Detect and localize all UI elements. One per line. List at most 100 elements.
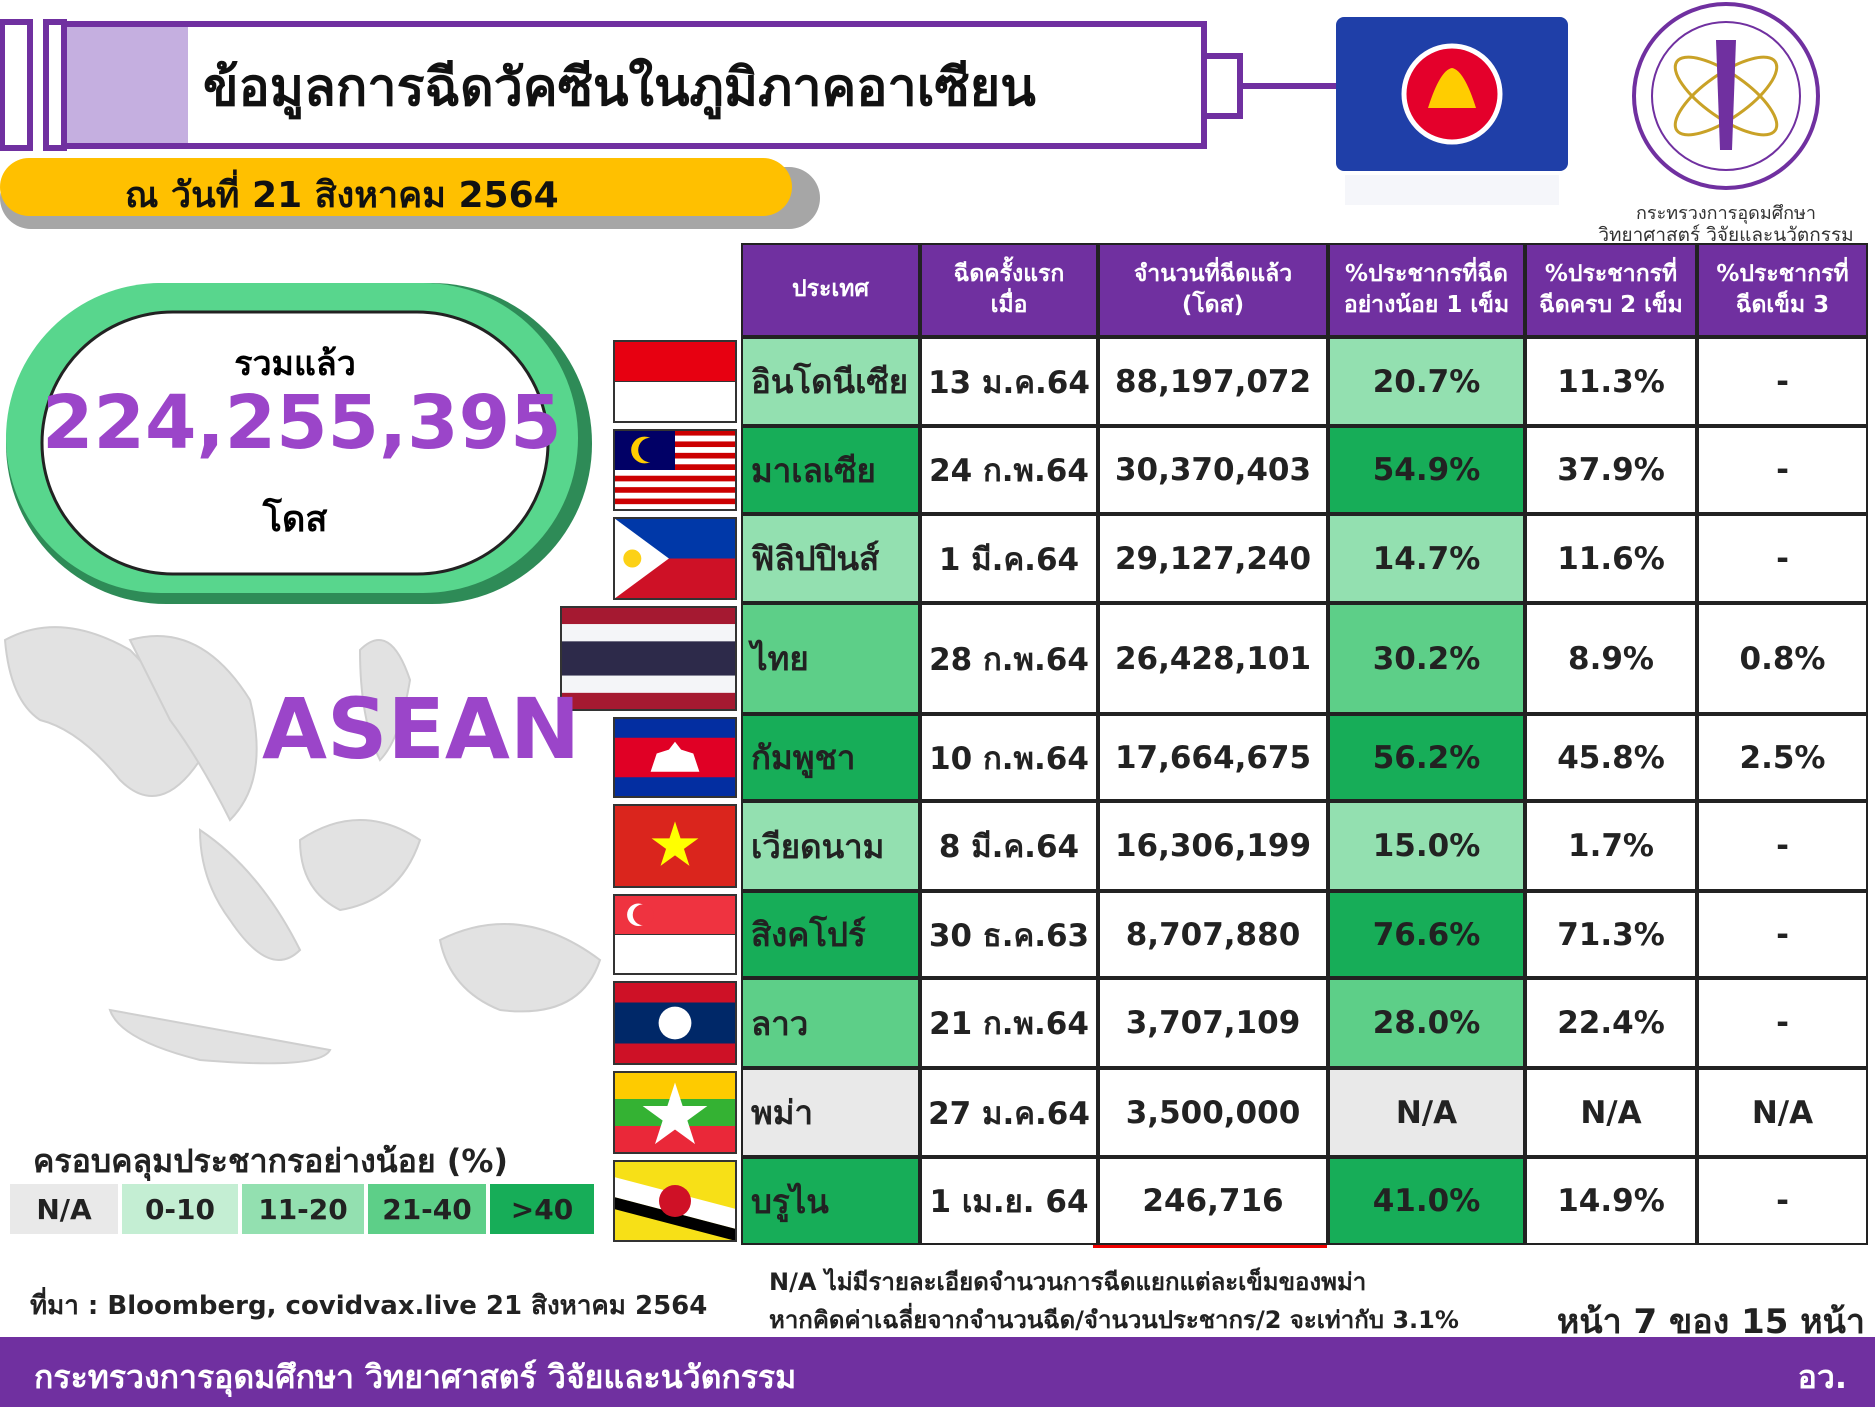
- data-cell: N/A: [1328, 1068, 1525, 1157]
- data-cell: -: [1697, 801, 1868, 891]
- legend-item: 0-10: [122, 1184, 238, 1234]
- logo-text: กระทรวงการอุดมศึกษา: [1636, 203, 1816, 224]
- data-cell: 24 ก.พ.64: [920, 426, 1098, 514]
- header-text: อย่างน้อย 1 เข็ม: [1343, 292, 1510, 318]
- legend-item: 21-40: [368, 1184, 486, 1234]
- data-cell: 17,664,675: [1098, 714, 1328, 801]
- data-cell: 8 มี.ค.64: [920, 801, 1098, 891]
- country-cell: พม่า: [741, 1068, 920, 1157]
- flag: [613, 804, 737, 888]
- data-cell: 8,707,880: [1098, 891, 1328, 978]
- logo-text: วิทยาศาสตร์ วิจัยและนวัตกรรม: [1598, 224, 1854, 246]
- data-cell: 37.9%: [1525, 426, 1697, 514]
- flag: [613, 1160, 737, 1242]
- data-cell: 15.0%: [1328, 801, 1525, 891]
- legend-item: 11-20: [242, 1184, 364, 1234]
- total-unit: โดส: [262, 499, 328, 540]
- data-cell: 28 ก.พ.64: [920, 603, 1098, 714]
- data-cell: 1 เม.ย. 64: [920, 1157, 1098, 1245]
- source: ที่มา : Bloomberg, covidvax.live 21 สิงห…: [30, 1291, 708, 1321]
- header-cell: %ประชากรที่ฉีดอย่างน้อย 1 เข็ม: [1328, 243, 1525, 337]
- country-cell: อินโดนีเซีย: [741, 337, 920, 426]
- data-cell: N/A: [1697, 1068, 1868, 1157]
- data-cell: 71.3%: [1525, 891, 1697, 978]
- data-cell: 11.6%: [1525, 514, 1697, 603]
- data-cell: 54.9%: [1328, 426, 1525, 514]
- flag: [613, 429, 737, 511]
- country-cell: บรูไน: [741, 1157, 920, 1245]
- flag: [613, 340, 737, 423]
- data-cell: N/A: [1525, 1068, 1697, 1157]
- date: ณ วันที่ 21 สิงหาคม 2564: [125, 175, 559, 216]
- total-value: 224,255,395: [42, 380, 562, 466]
- note: หากคิดค่าเฉลี่ยจากจำนวนฉีด/จำนวนประชากร/…: [769, 1306, 1459, 1334]
- footer-text: อว.: [1797, 1358, 1847, 1396]
- note: N/A ไม่มีรายละเอียดจำนวนการฉีดแยกแต่ละเข…: [769, 1268, 1367, 1296]
- header-text: ฉีดเข็ม 3: [1735, 292, 1830, 318]
- header-text: เมื่อ: [990, 292, 1028, 318]
- data-cell: 22.4%: [1525, 978, 1697, 1068]
- data-cell: 29,127,240: [1098, 514, 1328, 603]
- data-cell: 0.8%: [1697, 603, 1868, 714]
- legend-title: ครอบคลุมประชากรอย่างน้อย (%): [33, 1142, 509, 1180]
- header-cell: ประเทศ: [741, 243, 920, 337]
- flag: [613, 1071, 737, 1154]
- data-cell: 56.2%: [1328, 714, 1525, 801]
- total-label: รวมแล้ว: [234, 344, 356, 384]
- legend-item: >40: [490, 1184, 594, 1234]
- data-cell: 76.6%: [1328, 891, 1525, 978]
- page-number: หน้า 7 ของ 15 หน้า: [1556, 1302, 1865, 1342]
- country-cell: ฟิลิปปินส์: [741, 514, 920, 603]
- flag: [613, 981, 737, 1065]
- country-cell: มาเลเซีย: [741, 426, 920, 514]
- data-cell: 30 ธ.ค.63: [920, 891, 1098, 978]
- data-cell: 2.5%: [1697, 714, 1868, 801]
- data-cell: 30,370,403: [1098, 426, 1328, 514]
- data-cell: -: [1697, 978, 1868, 1068]
- header-cell: %ประชากรที่ฉีดครบ 2 เข็ม: [1525, 243, 1697, 337]
- data-cell: 3,500,000: [1098, 1068, 1328, 1157]
- header-text: %ประชากรที่ฉีด: [1345, 260, 1508, 287]
- flag: [613, 517, 737, 600]
- country-cell: ลาว: [741, 978, 920, 1068]
- country-cell: สิงคโปร์: [741, 891, 920, 978]
- header-text: ฉีดครั้งแรก: [953, 260, 1065, 287]
- flag: [613, 717, 737, 798]
- data-cell: 16,306,199: [1098, 801, 1328, 891]
- map-label: ASEAN: [262, 680, 581, 778]
- data-cell: 13 ม.ค.64: [920, 337, 1098, 426]
- data-cell: -: [1697, 337, 1868, 426]
- header-text: ฉีดครบ 2 เข็ม: [1539, 292, 1683, 318]
- country-cell: กัมพูชา: [741, 714, 920, 801]
- data-cell: 26,428,101: [1098, 603, 1328, 714]
- data-cell: 21 ก.พ.64: [920, 978, 1098, 1068]
- flag: [560, 606, 737, 711]
- data-cell: 246,716: [1098, 1157, 1328, 1245]
- legend-item: N/A: [10, 1184, 118, 1234]
- data-cell: 14.7%: [1328, 514, 1525, 603]
- header-text: (โดส): [1181, 292, 1245, 318]
- header-text: จำนวนที่ฉีดแล้ว: [1133, 260, 1293, 287]
- header-cell: %ประชากรที่ ฉีดเข็ม 3: [1697, 243, 1868, 337]
- header-cell: ฉีดครั้งแรกเมื่อ: [920, 243, 1098, 337]
- data-cell: 27 ม.ค.64: [920, 1068, 1098, 1157]
- data-cell: 30.2%: [1328, 603, 1525, 714]
- data-cell: 11.3%: [1525, 337, 1697, 426]
- header-text: ประเทศ: [792, 276, 869, 303]
- data-cell: -: [1697, 891, 1868, 978]
- data-cell: -: [1697, 426, 1868, 514]
- flag: [613, 894, 737, 975]
- data-cell: 1 มี.ค.64: [920, 514, 1098, 603]
- data-cell: 20.7%: [1328, 337, 1525, 426]
- data-cell: 8.9%: [1525, 603, 1697, 714]
- data-cell: 1.7%: [1525, 801, 1697, 891]
- data-cell: 14.9%: [1525, 1157, 1697, 1245]
- data-cell: -: [1697, 514, 1868, 603]
- header-text: %ประชากรที่: [1544, 260, 1678, 287]
- data-cell: 10 ก.พ.64: [920, 714, 1098, 801]
- data-cell: -: [1697, 1157, 1868, 1245]
- data-cell: 3,707,109: [1098, 978, 1328, 1068]
- data-cell: 45.8%: [1525, 714, 1697, 801]
- footer-text: กระทรวงการอุดมศึกษา วิทยาศาสตร์ วิจัยและ…: [34, 1358, 797, 1396]
